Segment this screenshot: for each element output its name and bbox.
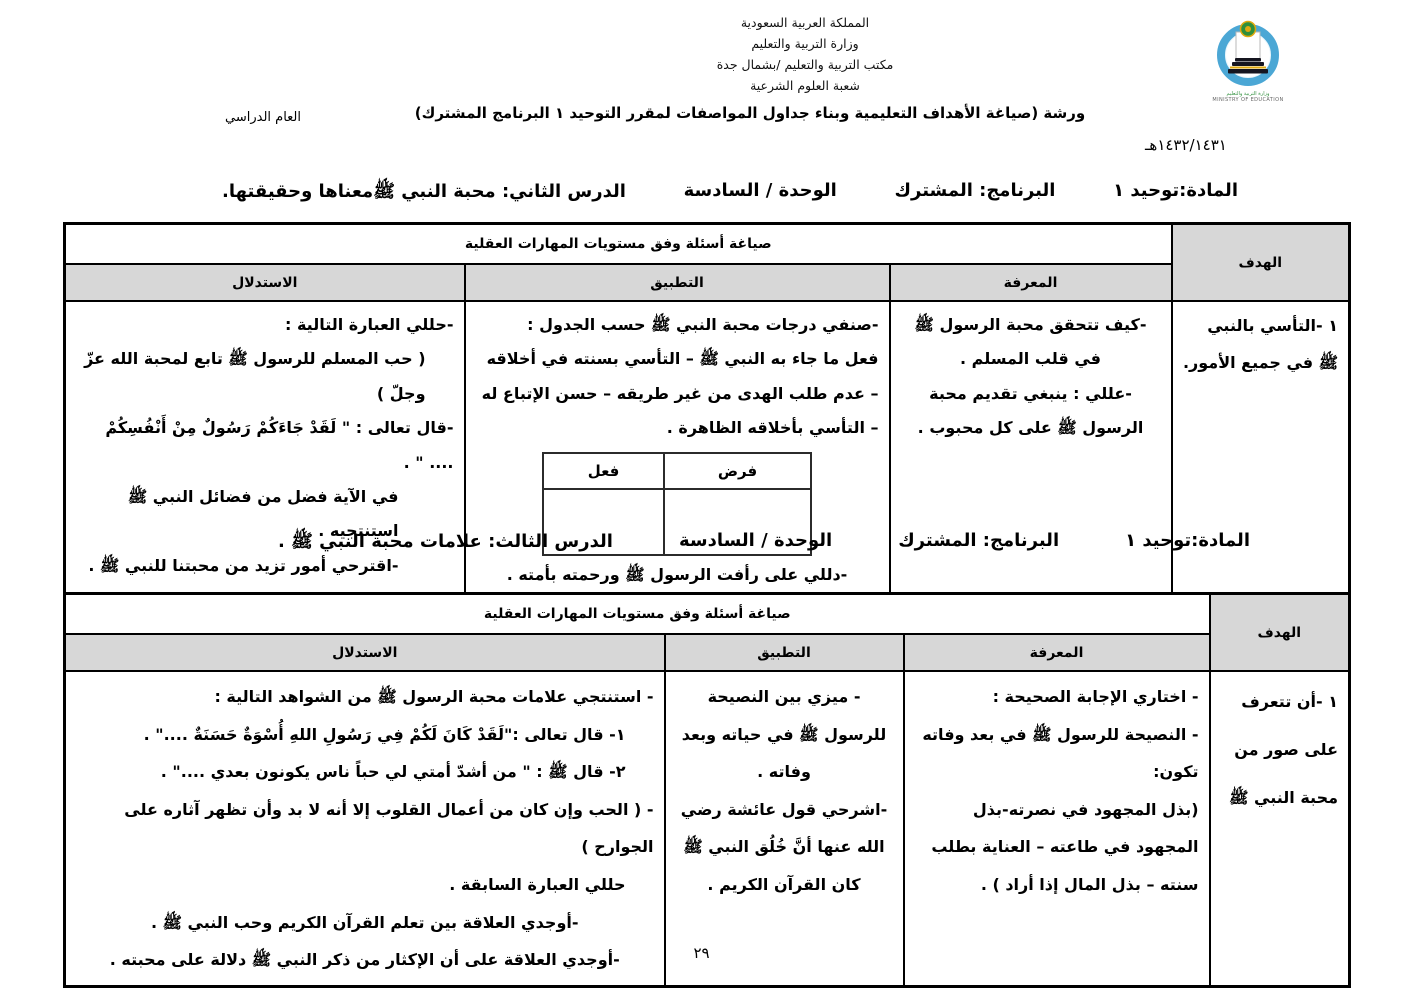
page-number: ٢٩	[693, 944, 710, 962]
fard-fiil-inner-table: فرض فعل	[542, 451, 813, 556]
org-line-ministry: وزارة التربية والتعليم	[751, 36, 859, 51]
t1-goal-text: ١ -التأسي بالنبي ﷺ في جميع الأمور.	[1182, 316, 1339, 372]
lesson1-title: الدرس الثاني: محبة النبي ﷺمعناها وحقيقته…	[222, 181, 626, 202]
inner-table-empty-cell	[663, 487, 813, 556]
t2-inference-item: - ( الحب وإن كان من أعمال القلوب إلا أنه…	[124, 799, 654, 857]
t1-application-closing: -دللي على رأفت الرسول ﷺ ورحمته بأمته .	[506, 564, 848, 584]
t2-goal-text: ١ -أن تتعرف على صور من محبة النبي ﷺ	[1229, 692, 1339, 807]
inner-table-empty-cell	[542, 487, 666, 556]
t1-knowledge-header: المعرفة	[888, 263, 1173, 302]
t1-goal-cell: ١ -التأسي بالنبي ﷺ في جميع الأمور.	[1170, 300, 1351, 601]
t2-inference-item: ٢- قال ﷺ : " من أشدّ أمتي لي حباً ناس يك…	[160, 762, 626, 782]
t1-knowledge-item: -كيف تتحقق محبة الرسول ﷺ في قلب المسلم .	[914, 315, 1147, 369]
ministry-of-education-logo-icon	[1217, 20, 1279, 86]
org-line-country: المملكة العربية السعودية	[740, 15, 870, 30]
t2-knowledge-item: - النصيحة للرسول ﷺ في بعد وفاته تكون:	[922, 724, 1199, 782]
t2-application-item: -اشرحي قول عائشة رضي الله عنها أنَّ خُلُ…	[680, 799, 888, 894]
lesson1-info-line: المادة:توحيد ١ البرنامج: المشترك الوحدة …	[222, 180, 1238, 206]
lesson1-subject: المادة:توحيد ١	[1113, 180, 1238, 201]
logo-caption-english: MINISTRY OF EDUCATION	[1212, 97, 1284, 103]
letterhead-org-block: المملكة العربية السعودية وزارة التربية و…	[555, 12, 1055, 96]
inner-table-header-fiil: فعل	[542, 451, 666, 490]
t1-inference-item: ( حب المسلم للرسول ﷺ تابع لمحبة الله عزّ…	[84, 349, 426, 403]
t2-inference-cell: - استنتجي علامات محبة الرسول ﷺ من الشواه…	[63, 669, 666, 988]
ministry-logo: وزارة التربية والتعليم MINISTRY OF EDUCA…	[1200, 20, 1296, 103]
t2-knowledge-item: - اختاري الإجابة الصحيحة :	[992, 687, 1199, 706]
t1-knowledge-cell: -كيف تتحقق محبة الرسول ﷺ في قلب المسلم .…	[888, 300, 1173, 601]
lesson1-program: البرنامج: المشترك	[894, 180, 1056, 201]
logo-captions: وزارة التربية والتعليم MINISTRY OF EDUCA…	[1200, 91, 1296, 103]
t2-inference-header: الاستدلال	[63, 633, 666, 672]
t1-inference-item: في الآية فضل من فضائل النبي ﷺ استنتجيه .	[127, 486, 399, 541]
lesson2-subject: المادة:توحيد ١	[1125, 530, 1250, 551]
t2-knowledge-cell: - اختاري الإجابة الصحيحة : - النصيحة للر…	[902, 669, 1211, 988]
t2-inference-item: -أوجدي العلاقة على أن الإكثار من ذكر الن…	[109, 950, 620, 970]
academic-year-label: العام الدراسي	[225, 110, 302, 125]
t2-span-header: صياغة أسئلة وفق مستويات المهارات العقلية	[63, 592, 1211, 635]
org-line-office: مكتب التربية والتعليم /بشمال جدة	[716, 57, 894, 72]
inner-table-header-fard: فرض	[663, 451, 813, 490]
t2-application-cell: - ميزي بين النصيحة للرسول ﷺ في حياته وبع…	[663, 669, 905, 988]
t2-application-header: التطبيق	[663, 633, 905, 672]
t1-goal-header: الهدف	[1170, 222, 1351, 302]
t2-inference-item: ١- قال تعالى :"لَقَدْ كَانَ لَكُمْ فِي ر…	[143, 724, 626, 744]
lesson2-title: الدرس الثالث: علامات محبة النبي ﷺ .	[278, 531, 613, 552]
t1-inference-item: -قال تعالى : " لَقَدْ جَاءَكُمْ رَسُولٌ …	[105, 418, 454, 472]
t1-inference-item: -حللي العبارة التالية :	[284, 315, 454, 334]
t2-application-item: - ميزي بين النصيحة للرسول ﷺ في حياته وبع…	[681, 687, 887, 782]
t2-inference-item: -أوجدي العلاقة بين تعلم القرآن الكريم وح…	[151, 912, 579, 932]
t1-inference-header: الاستدلال	[63, 263, 466, 302]
t1-knowledge-item: -عللي : ينبغي تقديم محبة الرسول ﷺ على كل…	[917, 383, 1144, 438]
t1-inference-item: -اقترحي أمور تزيد من محبتنا للنبي ﷺ .	[88, 555, 399, 575]
workshop-title: ورشة (صياغة الأهداف التعليمية وبناء جداو…	[414, 104, 1086, 122]
lesson1-unit: الوحدة / السادسة	[683, 180, 837, 201]
t2-knowledge-item: (بذل المجهود في نصرته-بذل المجهود في طاع…	[931, 799, 1199, 894]
t2-inference-item: حللي العبارة السابقة .	[449, 874, 626, 894]
org-line-division: شعبة العلوم الشرعية	[750, 78, 860, 93]
hijri-year: ١٤٣٢/١٤٣١هـ	[1145, 136, 1227, 154]
t1-application-cell: -صنفي درجات محبة النبي ﷺ حسب الجدول : فع…	[463, 300, 891, 601]
t2-goal-header: الهدف	[1208, 592, 1351, 672]
lesson2-info-line: المادة:توحيد ١ البرنامج: المشترك الوحدة …	[278, 530, 1250, 556]
logo-caption-arabic: وزارة التربية والتعليم	[1226, 91, 1270, 97]
t1-application-header: التطبيق	[463, 263, 891, 302]
t1-application-options: فعل ما جاء به النبي ﷺ – التأسي بسنته في …	[481, 349, 879, 438]
t2-goal-cell: ١ -أن تتعرف على صور من محبة النبي ﷺ	[1208, 669, 1351, 988]
t2-knowledge-header: المعرفة	[902, 633, 1211, 672]
t2-inference-item: - استنتجي علامات محبة الرسول ﷺ من الشواه…	[214, 687, 654, 706]
skills-table-lesson3: الهدف صياغة أسئلة وفق مستويات المهارات ا…	[63, 592, 1352, 988]
t1-inference-cell: -حللي العبارة التالية : ( حب المسلم للرس…	[63, 300, 466, 601]
t1-span-header: صياغة أسئلة وفق مستويات المهارات العقلية	[63, 222, 1173, 265]
lesson2-unit: الوحدة / السادسة	[678, 530, 833, 551]
lesson2-program: البرنامج: المشترك	[898, 530, 1060, 551]
skills-table-lesson2: الهدف صياغة أسئلة وفق مستويات المهارات ا…	[63, 222, 1352, 602]
t1-application-intro: -صنفي درجات محبة النبي ﷺ حسب الجدول :	[527, 315, 879, 334]
